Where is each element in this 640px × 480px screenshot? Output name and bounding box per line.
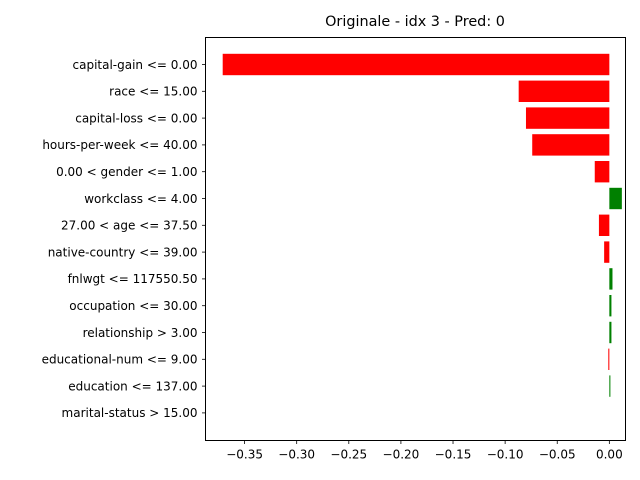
bar <box>608 348 610 370</box>
y-tick-label: workclass <= 4.00 <box>84 192 197 206</box>
x-tick-label: −0.30 <box>278 448 315 462</box>
x-ticks-group: −0.35 −0.30 −0.25 −0.20 −0.15 −0.10 −0.05 0.00 <box>226 440 623 462</box>
y-tick-label: hours-per-week <= 40.00 <box>42 138 197 152</box>
y-tick-labels: capital-gain <= 0.00 race <= 15.00 capital… <box>42 58 206 420</box>
plot-frame <box>205 37 626 441</box>
chart-title: Originale - idx 3 - Pred: 0 <box>325 14 505 30</box>
y-tick-label: educational-num <= 9.00 <box>42 353 198 367</box>
x-tick-label: −0.25 <box>330 448 367 462</box>
bar <box>594 161 610 183</box>
bars-group <box>222 53 622 397</box>
y-tick-label: education <= 137.00 <box>68 379 197 393</box>
bar <box>222 53 610 76</box>
bar <box>518 80 610 102</box>
y-tick-label: race <= 15.00 <box>109 85 197 99</box>
y-tick-label: relationship > 3.00 <box>83 326 198 340</box>
x-tick-label: −0.20 <box>383 448 420 462</box>
bar <box>609 187 622 210</box>
bar <box>609 295 612 317</box>
y-tick-label: 0.00 < gender <= 1.00 <box>56 165 197 179</box>
bar <box>525 107 610 129</box>
bar <box>609 268 613 290</box>
x-tick-label: 0.00 <box>596 448 623 462</box>
x-tick-label: −0.35 <box>226 448 263 462</box>
bar <box>598 214 610 236</box>
y-tick-label: capital-loss <= 0.00 <box>75 111 197 125</box>
y-tick-label: native-country <= 39.00 <box>48 245 198 259</box>
bar <box>604 241 610 263</box>
x-tick-label: −0.05 <box>539 448 576 462</box>
x-tick-label: −0.15 <box>435 448 472 462</box>
y-tick-label: capital-gain <= 0.00 <box>73 58 198 72</box>
bar <box>532 134 610 156</box>
y-tick-label: 27.00 < age <= 37.50 <box>61 219 197 233</box>
bar <box>609 321 612 344</box>
bar <box>609 375 611 397</box>
y-tick-label: fnlwgt <= 117550.50 <box>68 272 198 286</box>
x-tick-label: −0.10 <box>487 448 524 462</box>
y-tick-label: occupation <= 30.00 <box>69 299 197 313</box>
y-tick-label: marital-status > 15.00 <box>62 406 198 420</box>
